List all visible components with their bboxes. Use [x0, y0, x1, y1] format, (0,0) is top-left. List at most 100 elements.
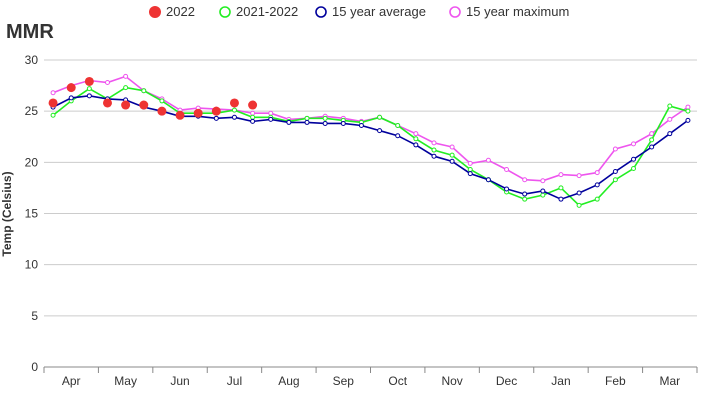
data-point — [612, 169, 618, 175]
data-point — [213, 115, 219, 121]
data-point — [558, 185, 564, 191]
x-tick-label: May — [114, 374, 137, 388]
data-point — [395, 133, 401, 139]
legend-marker — [449, 6, 461, 18]
series-2022 — [48, 76, 258, 120]
y-axis: 0 5 10 15 20 25 30 — [25, 53, 39, 374]
data-point — [649, 131, 655, 137]
data-point — [104, 80, 110, 86]
data-point — [649, 137, 655, 143]
y-tick-label: 15 — [25, 207, 39, 221]
x-tick-label: Jan — [551, 374, 570, 388]
legend-marker — [315, 6, 327, 18]
data-point — [304, 119, 310, 125]
data-point — [594, 182, 600, 188]
data-point — [540, 192, 546, 198]
data-point — [121, 100, 131, 110]
x-tick-label: Apr — [62, 374, 81, 388]
data-point — [594, 170, 600, 176]
data-point — [504, 166, 510, 172]
data-point — [522, 191, 528, 197]
data-point — [467, 171, 473, 177]
legend: 2022 2021-2022 15 year average 15 year maxi… — [149, 4, 569, 19]
data-point — [431, 153, 437, 159]
data-point — [250, 118, 256, 124]
legend-item[interactable]: 15 year average — [315, 4, 426, 19]
data-point — [50, 90, 56, 96]
series-area — [48, 73, 691, 208]
data-point — [594, 196, 600, 202]
data-point — [157, 106, 167, 116]
data-point — [66, 83, 76, 93]
data-point — [86, 93, 92, 99]
data-point — [685, 108, 691, 114]
data-point — [631, 141, 637, 147]
data-point — [248, 100, 258, 110]
data-point — [377, 128, 383, 134]
data-point — [340, 120, 346, 126]
data-point — [667, 103, 673, 109]
legend-label: 15 year maximum — [466, 4, 569, 19]
data-point — [48, 98, 58, 108]
data-point — [612, 177, 618, 183]
x-tick-label: Aug — [278, 374, 299, 388]
y-tick-label: 30 — [25, 53, 39, 67]
legend-label: 2021-2022 — [236, 4, 298, 19]
data-point — [193, 108, 203, 118]
x-tick-label: Feb — [605, 374, 626, 388]
data-point — [485, 157, 491, 163]
x-tick-label: Jun — [170, 374, 189, 388]
legend-label: 2022 — [166, 4, 195, 19]
y-tick-label: 0 — [31, 360, 38, 374]
legend-item[interactable]: 2021-2022 — [219, 4, 298, 19]
series-line — [52, 86, 689, 207]
data-point — [558, 172, 564, 178]
data-point — [322, 120, 328, 126]
data-point — [576, 190, 582, 196]
data-point — [286, 119, 292, 125]
data-point — [139, 100, 149, 110]
data-point — [68, 95, 74, 101]
data-point — [141, 88, 147, 94]
data-point — [102, 98, 112, 108]
data-point — [431, 147, 437, 153]
series-2021-2022 — [50, 85, 691, 208]
data-point — [522, 196, 528, 202]
data-point — [576, 173, 582, 179]
legend-item[interactable]: 15 year maximum — [449, 4, 569, 19]
data-point — [449, 158, 455, 164]
data-point — [504, 186, 510, 192]
y-tick-label: 5 — [31, 309, 38, 323]
data-point — [304, 115, 310, 121]
data-point — [631, 165, 637, 171]
data-point — [395, 122, 401, 128]
data-point — [231, 107, 237, 113]
data-point — [123, 85, 129, 91]
data-point — [449, 152, 455, 158]
x-tick-label: Oct — [388, 374, 407, 388]
data-point — [377, 114, 383, 120]
x-axis: Apr May Jun Jul Aug Sep Oct Nov Dec Jan Feb Mar — [43, 367, 698, 388]
data-point — [649, 144, 655, 150]
data-point — [631, 156, 637, 162]
x-tick-label: Mar — [659, 374, 680, 388]
data-point — [268, 110, 274, 116]
data-point — [449, 144, 455, 150]
data-point — [612, 146, 618, 152]
legend-item[interactable]: 2022 — [149, 4, 195, 19]
data-point — [467, 160, 473, 166]
chart-title: MMR — [6, 21, 54, 43]
x-tick-label: Dec — [496, 374, 517, 388]
data-point — [250, 114, 256, 120]
data-point — [123, 73, 129, 79]
data-point — [685, 104, 691, 110]
data-point — [175, 110, 185, 120]
y-axis-label: Temp (Celsius) — [0, 171, 14, 256]
legend-marker — [219, 6, 231, 18]
data-point — [84, 76, 94, 86]
data-point — [540, 188, 546, 194]
gridlines — [44, 59, 697, 368]
data-point — [322, 115, 328, 121]
legend-label: 15 year average — [332, 4, 426, 19]
